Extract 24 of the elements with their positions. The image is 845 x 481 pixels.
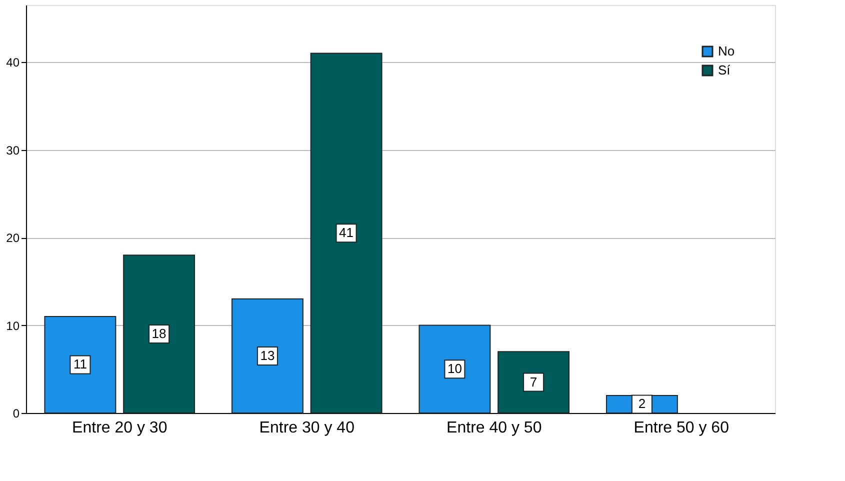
y-tick-label: 30 (6, 143, 20, 158)
bar (498, 351, 570, 414)
bar (418, 324, 491, 414)
legend-label: Sí (718, 62, 731, 78)
legend-label: No (718, 44, 735, 58)
y-tick-label: 40 (6, 56, 20, 70)
y-tick-label: 0 (12, 406, 20, 420)
data-label: 13 (260, 348, 275, 363)
data-label: 18 (152, 326, 166, 342)
x-tick-label: Entre 40 y 50 (446, 420, 542, 436)
bar (310, 52, 382, 414)
y-tick-label: 10 (6, 318, 20, 333)
bar (123, 254, 196, 414)
x-tick-label: Entre 20 y 30 (72, 420, 168, 436)
data-label: 41 (339, 225, 354, 240)
data-label: 10 (447, 361, 462, 376)
data-label: 11 (73, 356, 87, 372)
data-label: 7 (530, 374, 538, 390)
bar (231, 298, 304, 414)
x-tick-label: Entre 30 y 40 (259, 420, 355, 436)
y-tick-label: 20 (6, 231, 20, 246)
data-label: 2 (638, 396, 646, 412)
x-tick-label: Entre 50 y 60 (634, 420, 730, 436)
bar (44, 316, 116, 414)
